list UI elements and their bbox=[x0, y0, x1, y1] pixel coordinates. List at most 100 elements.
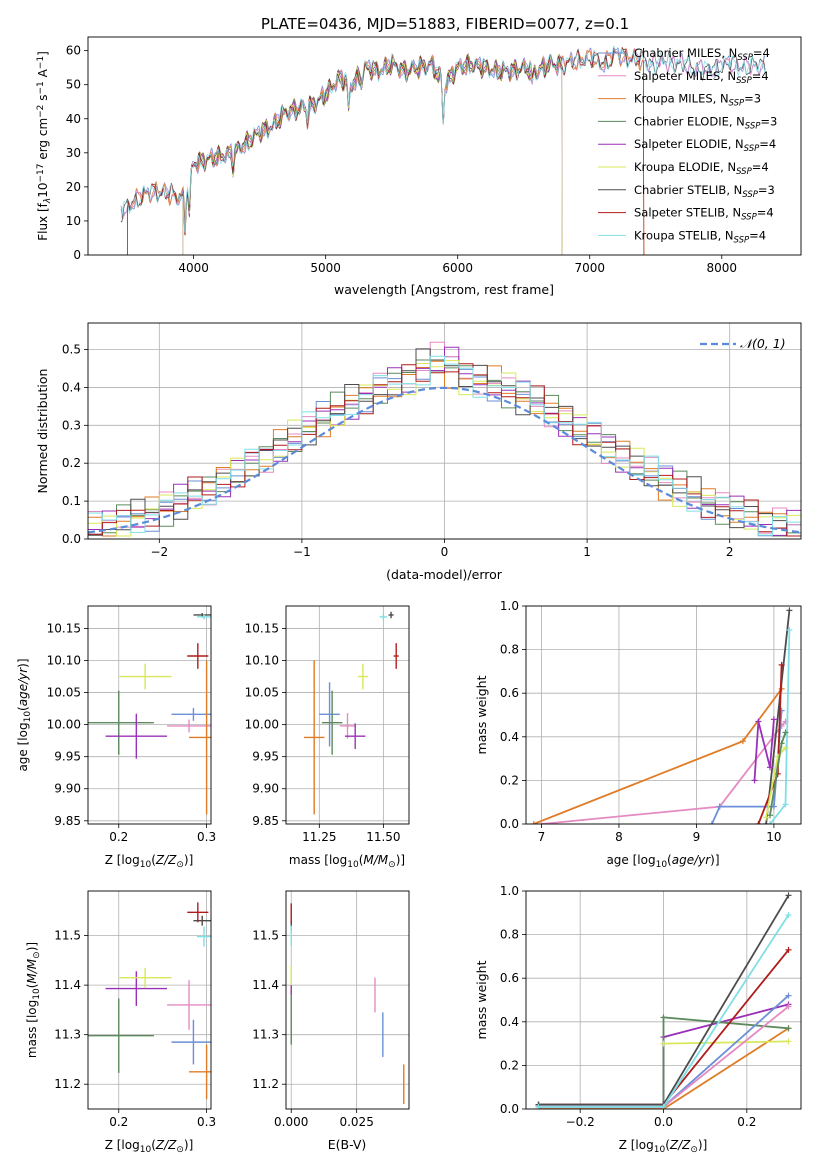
x-tick-label: 0.0 bbox=[654, 1115, 673, 1129]
x-tick-label: 4000 bbox=[178, 261, 209, 275]
y-tick-label: 0.2 bbox=[62, 456, 81, 470]
spectrum-line bbox=[127, 47, 645, 255]
legend-label: Chabrier STELIB, NSSP=3 bbox=[634, 183, 775, 200]
axes-frame bbox=[87, 605, 212, 825]
error-bar-point bbox=[88, 690, 154, 755]
x-tick-label: 0 bbox=[441, 545, 449, 559]
spectrum-line bbox=[127, 46, 645, 255]
y-tick-label: 9.85 bbox=[252, 814, 279, 828]
y-tick-label: 9.85 bbox=[54, 814, 81, 828]
error-bar-point bbox=[339, 713, 356, 739]
y-tick-label: 10.00 bbox=[245, 718, 279, 732]
y-tick-label: 11.2 bbox=[54, 1077, 81, 1091]
spectrum-line bbox=[120, 45, 766, 233]
legend-label: Chabrier ELODIE, NSSP=3 bbox=[634, 114, 777, 131]
plot-area bbox=[120, 45, 766, 255]
x-tick-label: −1 bbox=[293, 545, 311, 559]
error-bar-point bbox=[171, 1019, 211, 1065]
error-bar-point bbox=[344, 723, 366, 749]
legend-label: Salpeter STELIB, NSSP=4 bbox=[634, 206, 774, 223]
plot-area bbox=[290, 903, 405, 1105]
error-bar-point bbox=[357, 663, 368, 690]
y-tick-label: 10.00 bbox=[47, 718, 81, 732]
error-bar-point bbox=[167, 719, 211, 733]
error-bar-point bbox=[171, 707, 211, 721]
y-axis-label: mass weight bbox=[474, 960, 489, 1039]
legend-label: Salpeter ELODIE, NSSP=4 bbox=[634, 137, 776, 154]
x-tick-label: 11.50 bbox=[366, 830, 400, 844]
y-tick-label: 11.2 bbox=[252, 1077, 279, 1091]
error-bar-point bbox=[393, 643, 399, 669]
x-tick-label: 0.2 bbox=[737, 1115, 756, 1129]
legend-label: Kroupa MILES, NSSP=3 bbox=[634, 92, 761, 109]
y-tick-label: 11.4 bbox=[252, 978, 279, 992]
x-tick-label: 0.3 bbox=[197, 830, 216, 844]
y-axis-label: Normed distribution bbox=[35, 369, 50, 494]
plot-area bbox=[535, 892, 792, 1109]
y-tick-label: 0.0 bbox=[500, 1102, 519, 1116]
x-axis-label: Z [log10(Z/Z⊙)] bbox=[619, 1138, 708, 1155]
y-tick-label: 11.5 bbox=[252, 929, 279, 943]
error-bar-point bbox=[187, 643, 209, 669]
y-tick-label: 9.95 bbox=[54, 750, 81, 764]
legend-label: 𝒩(0, 1) bbox=[740, 336, 786, 351]
y-tick-label: 11.3 bbox=[252, 1028, 279, 1042]
y-tick-label: 0.3 bbox=[62, 418, 81, 432]
error-bar-point bbox=[187, 902, 209, 923]
normal-curve bbox=[88, 386, 801, 534]
y-tick-label: 10.10 bbox=[47, 654, 81, 668]
error-bar-point bbox=[118, 663, 172, 690]
plot-area bbox=[88, 341, 801, 537]
x-tick-label: 0.025 bbox=[339, 1115, 373, 1129]
error-bar-point bbox=[303, 660, 325, 815]
y-tick-label: 50 bbox=[66, 78, 81, 92]
error-bar-point bbox=[118, 967, 172, 988]
x-axis-label: wavelength [Angstrom, rest frame] bbox=[334, 282, 554, 297]
plot-area bbox=[303, 611, 399, 815]
y-tick-label: 40 bbox=[66, 112, 81, 126]
y-tick-label: 10.05 bbox=[245, 686, 279, 700]
error-bar-point bbox=[319, 682, 340, 747]
y-tick-label: 0.4 bbox=[62, 380, 81, 394]
y-axis-label: age [log10(age/yr)] bbox=[16, 658, 33, 771]
x-tick-label: 8 bbox=[615, 830, 623, 844]
x-tick-label: −2 bbox=[150, 545, 168, 559]
x-tick-label: 8000 bbox=[707, 261, 738, 275]
x-tick-label: 9 bbox=[693, 830, 701, 844]
y-tick-label: 11.3 bbox=[54, 1028, 81, 1042]
axes-frame bbox=[285, 605, 410, 825]
axes-frame bbox=[87, 890, 212, 1110]
weight-line bbox=[538, 1016, 789, 1106]
error-bar-point bbox=[105, 713, 168, 759]
histogram-step bbox=[88, 355, 801, 536]
axes-frame bbox=[525, 605, 802, 825]
figure-title: PLATE=0436, MJD=51883, FIBERID=0077, z=0… bbox=[261, 15, 629, 33]
weight-line bbox=[533, 688, 783, 824]
x-tick-label: 6000 bbox=[442, 261, 473, 275]
error-bar-point bbox=[321, 690, 343, 755]
y-tick-label: 60 bbox=[66, 44, 81, 58]
y-tick-label: 0.6 bbox=[500, 686, 519, 700]
y-tick-label: 0.1 bbox=[62, 494, 81, 508]
weight-line bbox=[538, 1027, 789, 1109]
weight-line bbox=[765, 610, 791, 824]
mass-weight-vs-age-panel: 7 8 9 10 0.0 0.2 0.4 0.6 0.8 1.0 mass weight age [l… bbox=[474, 599, 802, 870]
y-tick-label: 0.2 bbox=[500, 1058, 519, 1072]
axes-frame bbox=[87, 36, 802, 256]
x-axis-label: age [log10(age/yr)] bbox=[606, 853, 719, 870]
plot-area bbox=[88, 613, 211, 815]
y-tick-label: 9.90 bbox=[54, 782, 81, 796]
y-tick-label: 0.8 bbox=[500, 928, 519, 942]
plot-area bbox=[530, 607, 793, 824]
x-tick-label: 0.000 bbox=[274, 1115, 308, 1129]
error-bar-point bbox=[88, 998, 154, 1073]
error-bar-point bbox=[105, 971, 168, 1006]
x-axis-label: Z [log10(Z/Z⊙)] bbox=[105, 853, 194, 870]
y-tick-label: 10.05 bbox=[47, 686, 81, 700]
axes-frame bbox=[87, 322, 802, 540]
mass-vs-metallicity-panel: 0.2 0.3 11.2 11.3 11.4 11.5 Z [log10(Z/Z⊙)] mas… bbox=[25, 890, 216, 1155]
y-tick-label: 10 bbox=[66, 214, 81, 228]
x-tick-label: 2 bbox=[726, 545, 734, 559]
y-tick-label: 10.10 bbox=[245, 654, 279, 668]
